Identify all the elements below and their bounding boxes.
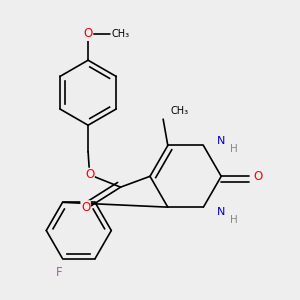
Text: O: O xyxy=(85,168,94,181)
Text: N: N xyxy=(217,207,226,217)
Text: H: H xyxy=(230,214,238,224)
Text: H: H xyxy=(230,144,238,154)
Text: CH₃: CH₃ xyxy=(111,29,129,39)
Text: O: O xyxy=(254,170,263,183)
Text: N: N xyxy=(217,136,226,146)
Text: O: O xyxy=(83,27,93,40)
Text: CH₃: CH₃ xyxy=(171,106,189,116)
Text: F: F xyxy=(56,266,63,279)
Text: O: O xyxy=(81,201,90,214)
